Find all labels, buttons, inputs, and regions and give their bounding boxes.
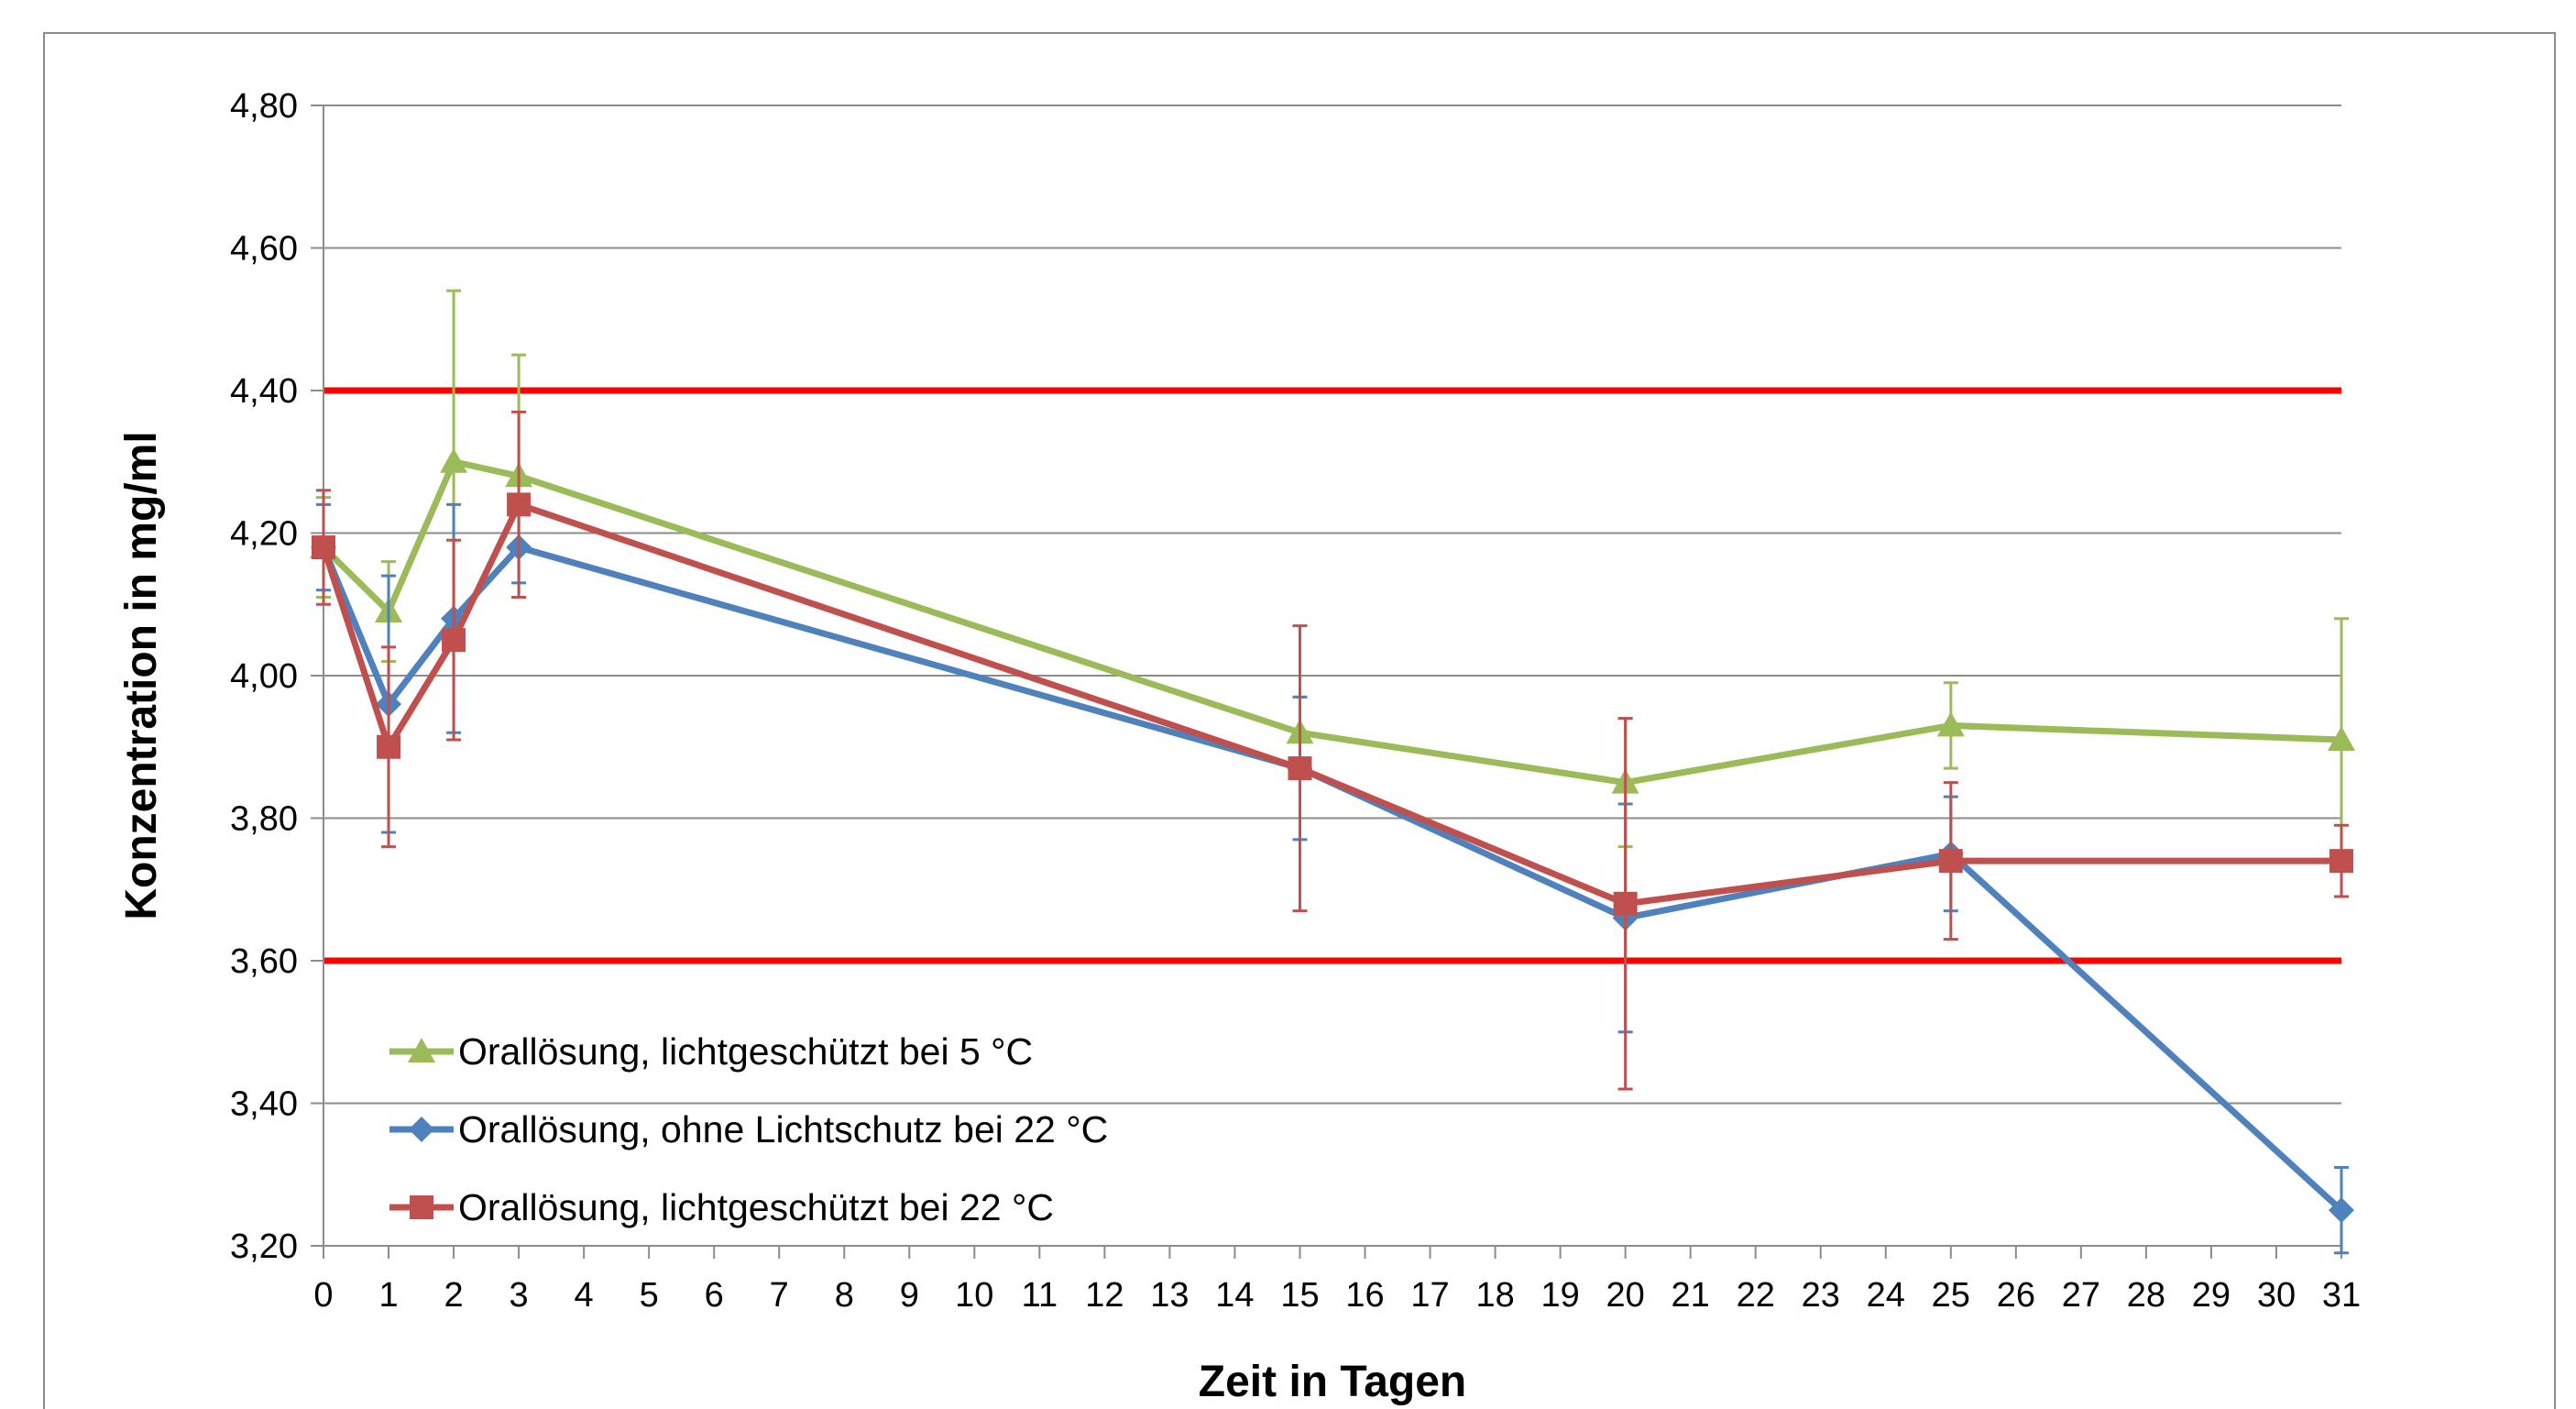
legend-label: Orallösung, lichtgeschützt bei 22 °C <box>458 1186 1054 1228</box>
x-tick-label: 25 <box>1932 1276 1970 1315</box>
y-tick-label: 3,20 <box>230 1227 298 1266</box>
x-tick-label: 16 <box>1345 1276 1384 1315</box>
legend-item: Orallösung, ohne Lichtschutz bei 22 °C <box>389 1108 1108 1150</box>
x-tick-label: 13 <box>1150 1276 1189 1315</box>
x-tick-label: 7 <box>770 1276 789 1315</box>
x-tick-label: 11 <box>1022 1276 1058 1315</box>
y-axis-title: Konzentration in mg/ml <box>117 431 166 919</box>
data-point <box>312 535 335 560</box>
x-tick-label: 10 <box>955 1276 993 1315</box>
reference-lines <box>323 387 2341 964</box>
data-point <box>2329 1197 2354 1224</box>
x-tick-label: 20 <box>1606 1276 1645 1315</box>
data-point <box>442 628 466 653</box>
legend: Orallösung, lichtgeschützt bei 5 °C Orall… <box>389 1030 1108 1228</box>
x-tick-label: 8 <box>835 1276 854 1315</box>
data-point <box>377 734 401 759</box>
series-square <box>312 410 2353 1091</box>
y-tick-label: 3,40 <box>230 1085 298 1124</box>
x-tick-label: 3 <box>510 1276 529 1315</box>
x-tick-label: 15 <box>1280 1276 1319 1315</box>
x-tick-label: 27 <box>2062 1276 2100 1315</box>
legend-label: Orallösung, ohne Lichtschutz bei 22 °C <box>458 1108 1108 1150</box>
data-point <box>507 492 532 517</box>
x-tick-label: 9 <box>900 1276 919 1315</box>
legend-item: Orallösung, lichtgeschützt bei 5 °C <box>389 1030 1033 1073</box>
x-tick-labels: 0 1 2 3 4 5 6 7 8 9 10 11 12 13 14 15 16 17 18 19 20 21 22 23 24… <box>313 1276 2361 1315</box>
x-tick-label: 5 <box>640 1276 659 1315</box>
x-tick-label: 14 <box>1215 1276 1254 1315</box>
x-tick-label: 1 <box>378 1276 398 1315</box>
legend-item: Orallösung, lichtgeschützt bei 22 °C <box>389 1186 1054 1228</box>
series-line <box>320 544 2344 1213</box>
y-tick-label: 4,00 <box>230 657 298 696</box>
legend-label: Orallösung, lichtgeschützt bei 5 °C <box>458 1030 1033 1073</box>
axes <box>311 105 2342 1259</box>
legend-swatch-marker <box>409 1117 434 1142</box>
x-axis-title: Zeit in Tagen <box>1199 1358 1466 1406</box>
x-tick-label: 6 <box>705 1276 724 1315</box>
y-tick-label: 4,80 <box>230 87 298 126</box>
data-point <box>440 447 468 473</box>
legend-swatch-marker <box>410 1195 433 1219</box>
x-tick-label: 21 <box>1672 1276 1710 1315</box>
x-tick-label: 12 <box>1085 1276 1124 1315</box>
legend-swatch-marker <box>408 1038 435 1062</box>
data-point <box>1938 849 1963 874</box>
y-tick-label: 3,60 <box>230 942 298 981</box>
data-point <box>2328 725 2355 751</box>
data-point <box>1936 711 1965 737</box>
data-point <box>1288 756 1312 781</box>
x-tick-label: 0 <box>313 1276 333 1315</box>
x-tick-label: 30 <box>2257 1276 2296 1315</box>
x-tick-label: 26 <box>1997 1276 2035 1315</box>
data-point <box>2329 849 2353 874</box>
y-tick-labels: 3,20 3,40 3,60 3,80 4,00 4,20 4,40 4,60 4,80 <box>230 87 298 1266</box>
x-tick-label: 4 <box>575 1276 594 1315</box>
x-tick-label: 29 <box>2192 1276 2231 1315</box>
y-tick-label: 4,40 <box>230 372 298 411</box>
data-point <box>1613 891 1638 916</box>
x-tick-label: 22 <box>1737 1276 1775 1315</box>
x-tick-label: 18 <box>1475 1276 1514 1315</box>
x-tick-label: 2 <box>444 1276 463 1315</box>
y-tick-label: 3,80 <box>230 800 298 839</box>
x-tick-label: 19 <box>1540 1276 1579 1315</box>
x-tick-label: 24 <box>1867 1276 1905 1315</box>
x-tick-label: 28 <box>2127 1276 2165 1315</box>
series-line <box>321 458 2342 787</box>
series-layer <box>310 289 2355 1255</box>
y-tick-label: 4,20 <box>230 515 298 554</box>
x-tick-label: 23 <box>1802 1276 1840 1315</box>
x-tick-label: 17 <box>1410 1276 1449 1315</box>
y-tick-label: 4,60 <box>230 230 298 269</box>
x-tick-label: 31 <box>2322 1276 2361 1315</box>
series-line <box>320 501 2341 908</box>
